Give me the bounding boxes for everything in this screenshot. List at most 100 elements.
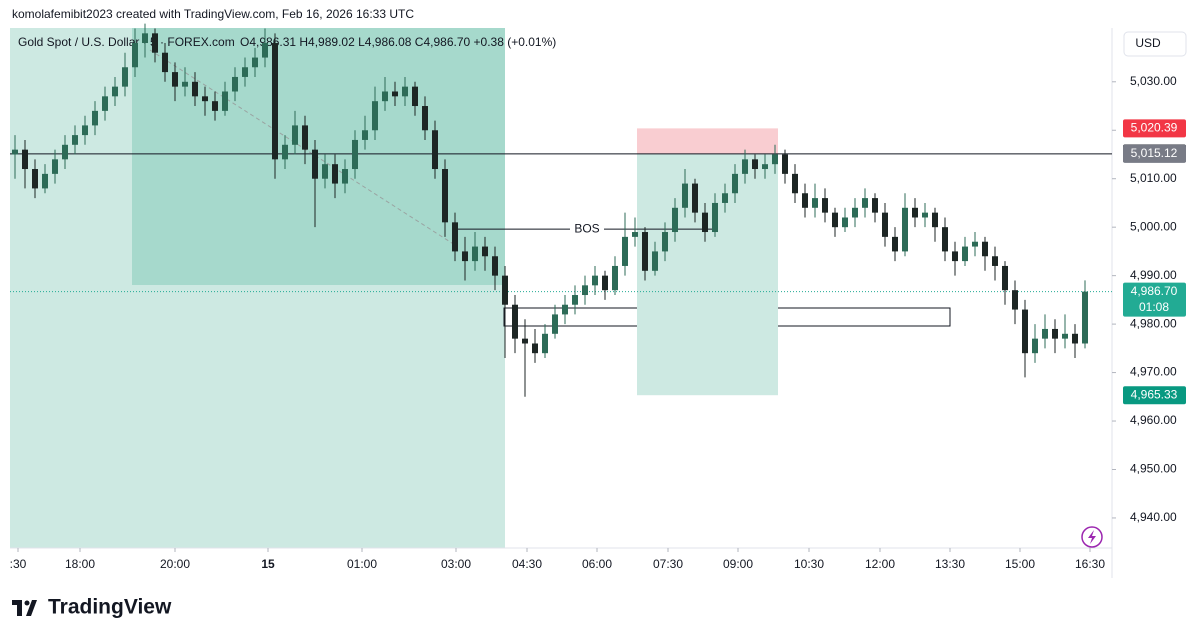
- candle-body: [112, 86, 118, 97]
- candle-body: [972, 241, 978, 247]
- x-tick-label: :30: [10, 557, 27, 571]
- symbol-title: Gold Spot / U.S. Dollar · 5 · FOREX.com: [18, 35, 235, 49]
- candle-body: [412, 86, 418, 107]
- y-tick-label: 5,030.00: [1130, 74, 1177, 88]
- y-tick-label: 4,960.00: [1130, 413, 1177, 427]
- candle-body: [922, 212, 928, 218]
- candle-body: [472, 246, 478, 262]
- currency: USD: [1135, 36, 1161, 50]
- candle-body: [1002, 265, 1008, 291]
- candle-body: [292, 125, 298, 145]
- candle-body: [912, 207, 918, 218]
- candle-body: [422, 106, 428, 131]
- candle-body: [852, 207, 858, 218]
- price-label: 4,986.70: [1131, 284, 1178, 298]
- price-label: 5,015.12: [1131, 146, 1178, 160]
- candle-body: [332, 164, 338, 184]
- brand-logo: [12, 600, 37, 616]
- candle-body: [682, 183, 688, 208]
- candle-body: [762, 164, 768, 170]
- candle-body: [932, 212, 938, 228]
- candle-body: [62, 144, 68, 160]
- logo-dot: [24, 600, 30, 606]
- candle-body: [882, 212, 888, 237]
- y-tick-label: 4,940.00: [1130, 510, 1177, 524]
- price-label-box: [1123, 386, 1186, 405]
- candle-body: [202, 96, 208, 102]
- candle-body: [842, 217, 848, 228]
- candle-body: [622, 236, 628, 266]
- candle-body: [212, 101, 218, 111]
- candle-body: [492, 256, 498, 276]
- x-tick-label: 10:30: [794, 557, 824, 571]
- candle-body: [302, 125, 308, 150]
- candle-body: [802, 193, 808, 208]
- x-tick-label: 01:00: [347, 557, 377, 571]
- candle-body: [172, 72, 178, 87]
- candle-body: [582, 285, 588, 296]
- candle-body: [392, 91, 398, 97]
- candle-body: [742, 159, 748, 174]
- y-tick-label: 4,990.00: [1130, 268, 1177, 282]
- currency-button[interactable]: [1123, 31, 1187, 57]
- y-tick-label: 5,000.00: [1130, 219, 1177, 233]
- x-tick-label: 12:00: [865, 557, 895, 571]
- candle-body: [942, 227, 948, 252]
- candle-body: [892, 236, 898, 252]
- trend-line: [149, 49, 456, 246]
- candle-body: [542, 333, 548, 354]
- candle-body: [612, 265, 618, 291]
- x-tick-label: 16:30: [1075, 557, 1105, 571]
- countdown: 01:08: [1139, 300, 1169, 314]
- candle-body: [72, 135, 78, 145]
- x-tick-label: 20:00: [160, 557, 190, 571]
- candle-body: [982, 241, 988, 257]
- candle-body: [462, 251, 468, 262]
- logo-mark: [12, 600, 37, 616]
- candle-body: [42, 173, 48, 189]
- y-tick-label: 5,010.00: [1130, 171, 1177, 185]
- candle-body: [1022, 309, 1028, 354]
- candle-body: [962, 246, 968, 262]
- ohlc-legend: O4,986.31 H4,989.02 L4,986.08 C4,986.70 …: [240, 35, 556, 49]
- credit: komolafemibit2023 created with TradingVi…: [12, 7, 414, 21]
- candle-body: [772, 154, 778, 165]
- candle-body: [752, 159, 758, 170]
- candle-body: [812, 198, 818, 208]
- price-label-box: [1123, 282, 1186, 317]
- candle-body: [702, 212, 708, 233]
- x-tick-label: 04:30: [512, 557, 542, 571]
- range-zone-inner: [132, 28, 505, 285]
- candle-body: [432, 130, 438, 170]
- candle-body: [252, 57, 258, 68]
- candle-body: [1062, 333, 1068, 339]
- candle-body: [552, 314, 558, 334]
- price-label-box: [1123, 119, 1186, 138]
- candle-body: [902, 207, 908, 252]
- candle-body: [1072, 333, 1078, 344]
- candle-body: [342, 169, 348, 184]
- candle-body: [1042, 328, 1048, 339]
- candle-body: [652, 251, 658, 271]
- candle-body: [1032, 338, 1038, 354]
- x-tick-label: 06:00: [582, 557, 612, 571]
- candle-body: [792, 173, 798, 194]
- alert-icon[interactable]: [1081, 526, 1103, 548]
- candle-body: [952, 251, 958, 262]
- candle-body: [442, 169, 448, 223]
- bos-label: BOS: [574, 221, 599, 235]
- candle-body: [452, 222, 458, 252]
- candle-body: [832, 212, 838, 228]
- candle-body: [52, 159, 58, 174]
- candle-body: [602, 275, 608, 291]
- candle-body: [22, 149, 28, 170]
- candle-body: [222, 91, 228, 111]
- candle-body: [672, 207, 678, 233]
- candle-body: [522, 338, 528, 344]
- price-label: 5,020.39: [1131, 121, 1178, 135]
- candle-body: [532, 343, 538, 354]
- candle-body: [402, 86, 408, 97]
- candle-body: [512, 304, 518, 339]
